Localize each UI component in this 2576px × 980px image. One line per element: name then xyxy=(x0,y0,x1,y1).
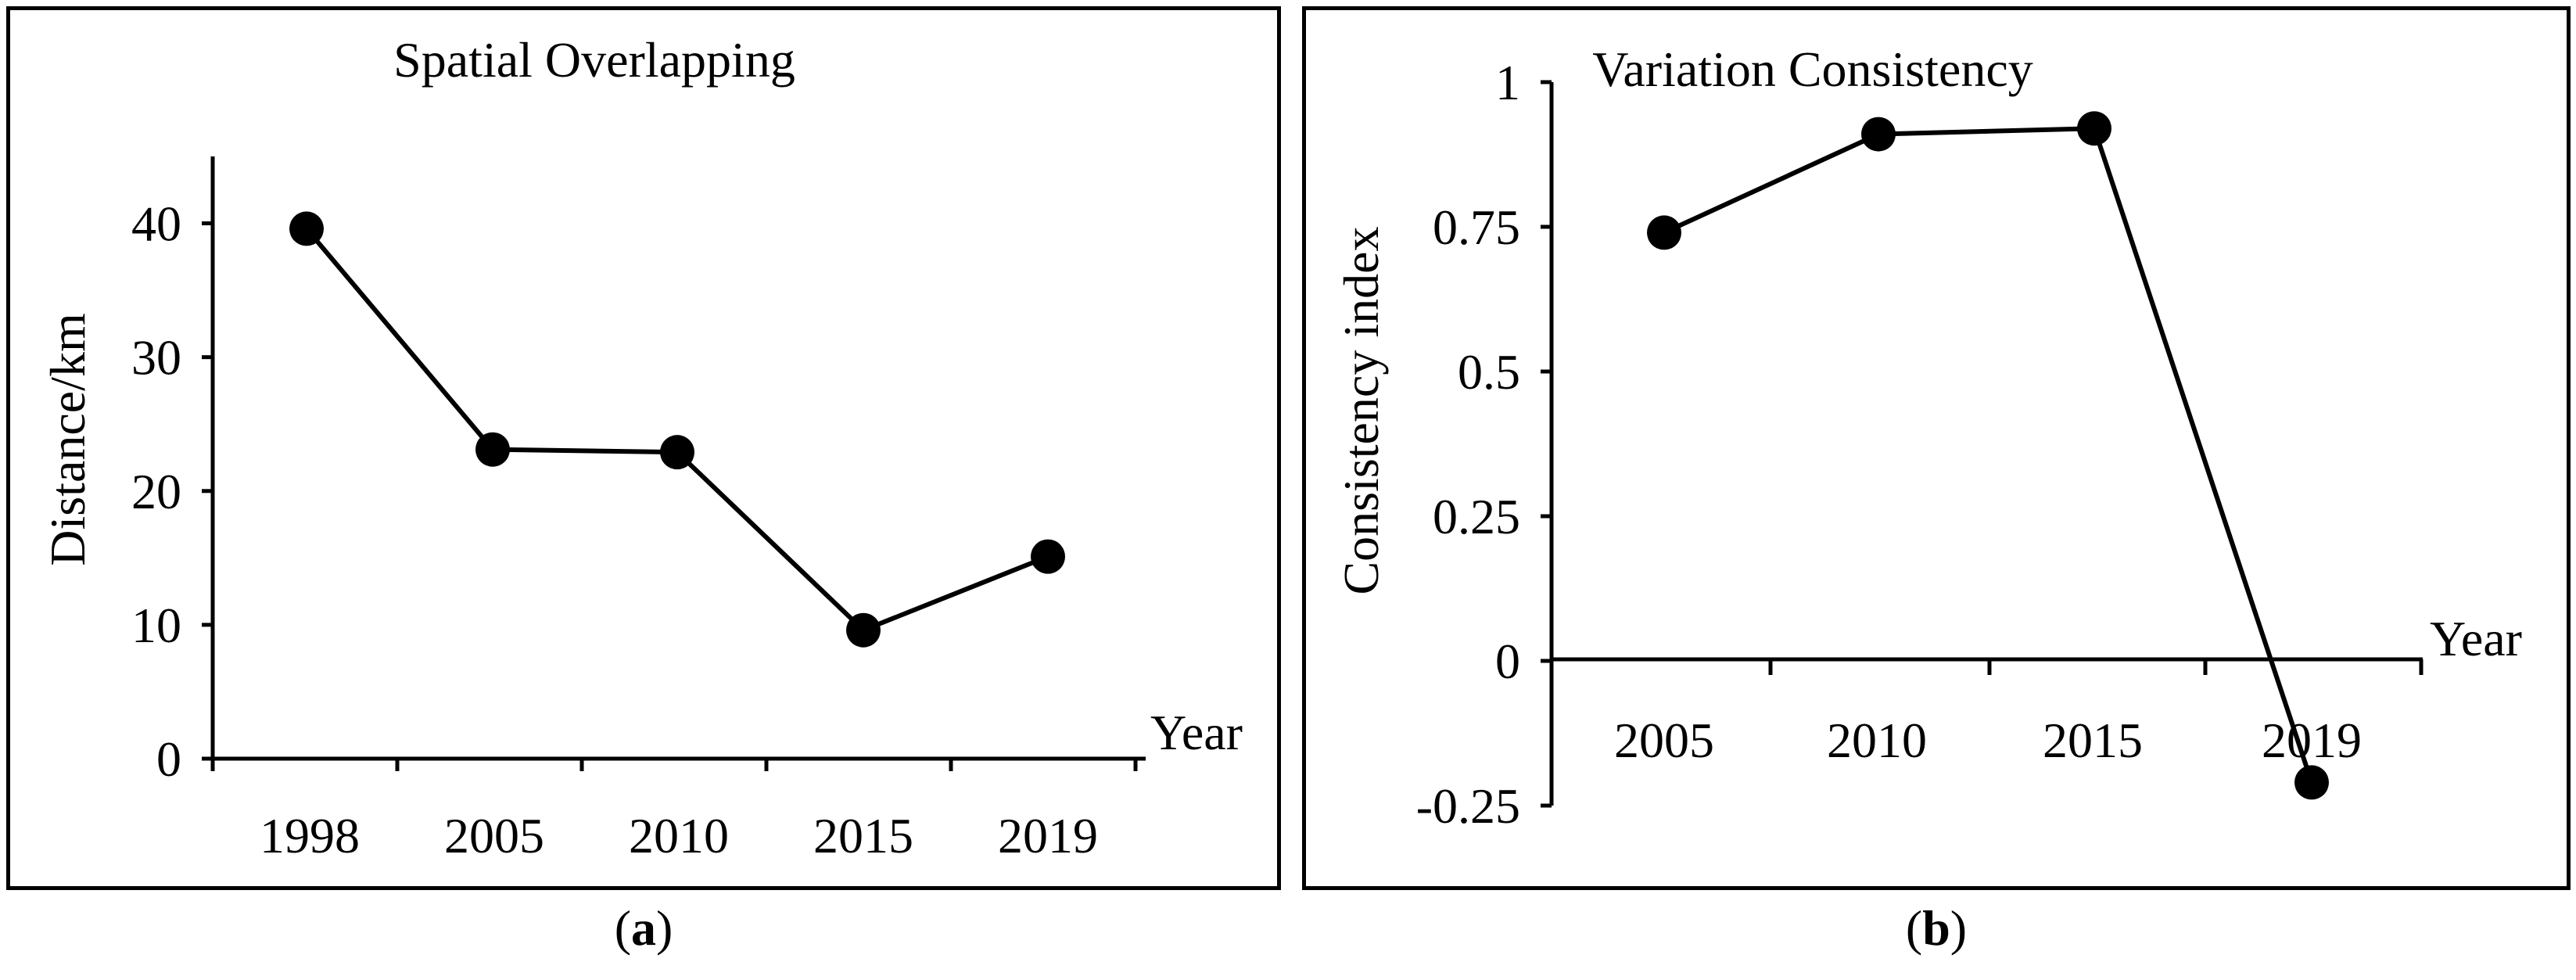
y-tick-label: 40 xyxy=(131,196,181,252)
chart-b-xlabel: Year xyxy=(2430,611,2522,666)
series-line xyxy=(304,227,1049,633)
y-tick-label: 0 xyxy=(156,731,181,787)
x-tick-label: 2010 xyxy=(629,808,729,863)
chart-a-title: Spatial Overlapping xyxy=(393,32,795,88)
y-tick-label: 0.5 xyxy=(1458,344,1520,400)
data-point xyxy=(2077,111,2111,146)
x-tick-label: 2019 xyxy=(998,808,1098,863)
chart-b-ylabel: Consistency index xyxy=(1333,226,1389,594)
data-point xyxy=(1647,215,1681,250)
chart-b-title: Variation Consistency xyxy=(1592,41,2032,97)
data-point xyxy=(475,432,510,467)
y-tick-label: 0 xyxy=(1495,634,1520,689)
chart-a-ylabel: Distance/km xyxy=(40,313,95,565)
y-tick-label: 1 xyxy=(1495,55,1520,110)
data-point xyxy=(289,211,324,246)
data-point xyxy=(660,435,694,470)
x-tick-label: 2005 xyxy=(444,808,544,863)
chart-a-plot: 0 10 20 30 40 1998 2005 2010 2015 2019 xyxy=(131,156,1146,863)
x-tick-label: 2019 xyxy=(2262,713,2362,768)
series-line xyxy=(1663,126,2314,784)
x-tick-label: 2015 xyxy=(813,808,913,863)
caption-a: (a) xyxy=(614,900,673,956)
panel-b-frame xyxy=(1302,6,2571,890)
x-tick-label: 1998 xyxy=(260,808,360,863)
y-tick-label: 10 xyxy=(131,598,181,653)
caption-b: (b) xyxy=(1905,900,1968,956)
x-tick-label: 2005 xyxy=(1614,713,1714,768)
x-tick-label: 2010 xyxy=(1827,713,1927,768)
y-tick-label: 30 xyxy=(131,330,181,386)
chart-a-xlabel: Year xyxy=(1150,705,1243,760)
data-point xyxy=(846,612,881,648)
y-tick-label: 20 xyxy=(131,464,181,519)
chart-b-plot: -0.25 0 0.25 0.5 0.75 1 2005 2010 2015 2019 xyxy=(1416,55,2424,834)
data-point xyxy=(1861,117,1896,152)
y-tick-label: 0.75 xyxy=(1433,199,1520,255)
data-point xyxy=(1031,539,1065,574)
x-tick-label: 2015 xyxy=(2043,713,2143,768)
y-tick-label: -0.25 xyxy=(1416,778,1520,834)
panel-a-frame xyxy=(6,6,1281,890)
data-point xyxy=(2294,765,2329,800)
y-tick-label: 0.25 xyxy=(1433,489,1520,544)
